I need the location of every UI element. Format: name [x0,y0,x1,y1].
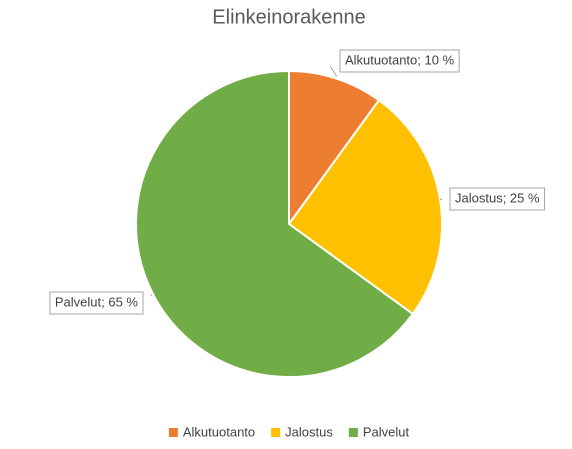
legend-swatch [271,428,281,437]
chart-title: Elinkeinorakenne [212,6,365,28]
legend-swatch [168,428,178,437]
pie-slice [135,69,415,378]
leader-line [150,294,153,297]
pie-slice [287,98,443,316]
pie-slice [288,69,381,228]
leader-line [439,198,443,201]
data-label-box [449,187,546,211]
data-label: Jalostus; 25 % [455,190,540,205]
data-label: Palvelut; 65 % [55,294,139,309]
data-label: Alkutuotanto; 10 % [345,52,455,67]
leader-line [329,65,338,77]
legend-swatch [348,428,358,437]
data-label-box [49,291,144,315]
legend-label: Palvelut [363,424,410,439]
legend-label: Jalostus [285,424,333,439]
legend-label: Alkutuotanto [183,424,255,439]
data-label-box [339,49,460,73]
